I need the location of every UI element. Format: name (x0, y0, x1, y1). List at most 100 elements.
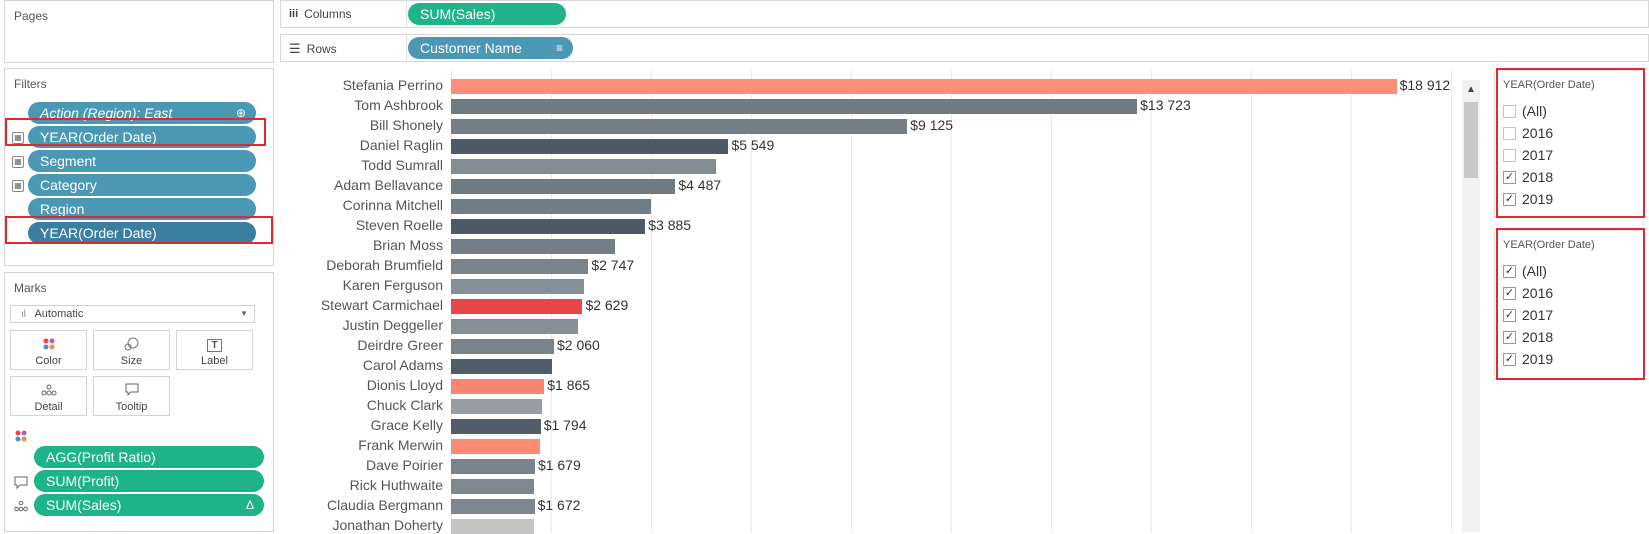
filter-pill-category[interactable]: Category (28, 174, 256, 196)
quick-filter-item[interactable]: ✓ (All) (1503, 263, 1547, 279)
quick-filter-item[interactable]: ✓ 2018 (1503, 329, 1553, 345)
bar[interactable] (451, 139, 729, 154)
bar[interactable] (451, 459, 535, 474)
marks-field-sum-sales[interactable]: SUM(Sales) Δ (34, 494, 264, 516)
customer-name-label[interactable]: Stewart Carmichael (320, 297, 443, 313)
mark-type-dropdown[interactable]: ıl Automatic ▼ (10, 305, 255, 323)
rows-shelf[interactable]: ☰ Rows Customer Name ≡ (280, 34, 1649, 62)
customer-name-label[interactable]: Justin Deggeller (342, 317, 443, 333)
customer-name-label[interactable]: Corinna Mitchell (342, 197, 443, 213)
marks-size-label: Size (120, 355, 143, 367)
quick-filter-item[interactable]: ✓ 2017 (1503, 307, 1553, 323)
quick-filter-card-2[interactable]: YEAR(Order Date) ✓ (All) ✓ 2016 ✓ 2017 ✓ 2018 ✓ 2… (1494, 230, 1644, 380)
customer-name-label[interactable]: Deborah Brumfield (326, 257, 443, 273)
checkbox-unchecked-icon[interactable] (1503, 126, 1516, 140)
customer-name-label[interactable]: Bill Shonely (369, 117, 443, 133)
bar[interactable] (451, 319, 578, 334)
scroll-up-arrow-icon[interactable]: ▲ (1466, 84, 1476, 95)
bar[interactable] (451, 199, 651, 214)
checkbox-checked-icon[interactable]: ✓ (1503, 264, 1516, 278)
customer-name-label[interactable]: Deirdre Greer (357, 337, 443, 353)
marks-tooltip-button[interactable]: Tooltip (93, 376, 170, 416)
quick-filter-item[interactable]: ✓ 2018 (1503, 169, 1553, 185)
quick-filter-item[interactable]: 2016 (1503, 125, 1553, 141)
bar[interactable] (451, 219, 646, 234)
quick-filter-card-1[interactable]: YEAR(Order Date) (All) 2016 2017 ✓ 2018 ✓ 2019 (1494, 70, 1644, 218)
bar[interactable] (451, 339, 554, 354)
bar[interactable] (451, 99, 1138, 114)
bar[interactable] (451, 259, 589, 274)
checkbox-checked-icon[interactable]: ✓ (1503, 352, 1516, 366)
customer-name-label[interactable]: Todd Sumrall (361, 157, 443, 173)
marks-field-profit-ratio[interactable]: AGG(Profit Ratio) (34, 446, 264, 468)
quick-filter-item[interactable]: (All) (1503, 103, 1547, 119)
vertical-scrollbar[interactable]: ▲ (1462, 80, 1480, 532)
marks-label-button[interactable]: T Label (176, 330, 253, 370)
customer-name-label[interactable]: Grace Kelly (370, 417, 443, 433)
columns-shelf[interactable]: iii Columns SUM(Sales) (280, 0, 1649, 28)
customer-name-label[interactable]: Tom Ashbrook (354, 97, 443, 113)
checkbox-checked-icon[interactable]: ✓ (1503, 170, 1516, 184)
bar[interactable] (451, 119, 908, 134)
customer-name-label[interactable]: Daniel Raglin (359, 137, 443, 153)
bar[interactable] (451, 519, 534, 534)
customer-name-label[interactable]: Dave Poirier (365, 457, 443, 473)
bar[interactable] (451, 379, 545, 394)
rows-label: Rows (306, 42, 337, 56)
filter-pill-region[interactable]: Region (28, 198, 256, 220)
marks-detail-button[interactable]: Detail (10, 376, 87, 416)
checkbox-checked-icon[interactable]: ✓ (1503, 286, 1516, 300)
customer-name-label[interactable]: Steven Roelle (355, 217, 443, 233)
customer-name-label[interactable]: Claudia Bergmann (327, 497, 443, 513)
bar[interactable] (451, 439, 540, 454)
customer-name-label[interactable]: Dionis Lloyd (366, 377, 443, 393)
customer-name-label[interactable]: Rick Huthwaite (349, 477, 443, 493)
filter-pill-segment[interactable]: Segment (28, 150, 256, 172)
bar[interactable] (451, 179, 676, 194)
bar-value-label: $18 912 (1399, 77, 1451, 93)
text-label-icon: T (177, 337, 252, 353)
checkbox-unchecked-icon[interactable] (1503, 148, 1516, 162)
checkbox-unchecked-icon[interactable] (1503, 104, 1516, 118)
customer-name-label[interactable]: Karen Ferguson (342, 277, 443, 293)
customer-name-label[interactable]: Carol Adams (362, 357, 443, 373)
customer-name-label[interactable]: Adam Bellavance (334, 177, 443, 193)
sort-descending-icon[interactable]: ≡ (555, 41, 563, 55)
quick-filter-item[interactable]: ✓ 2019 (1503, 191, 1553, 207)
quick-filter-item[interactable]: 2017 (1503, 147, 1553, 163)
gridline (751, 69, 752, 532)
bar[interactable] (451, 79, 1397, 94)
rows-pill-label: Customer Name (420, 40, 522, 56)
customer-name-label[interactable]: Chuck Clark (366, 397, 443, 413)
bar-value-label: $4 487 (678, 177, 722, 193)
customer-name-label[interactable]: Brian Moss (372, 237, 443, 253)
chart-area[interactable]: Stefania Perrino $18 912 Tom Ashbrook $13 7… (281, 69, 1463, 534)
bar[interactable] (451, 399, 542, 414)
checkbox-checked-icon[interactable]: ✓ (1503, 330, 1516, 344)
filter-pill-year-order-date[interactable]: YEAR(Order Date) (28, 126, 256, 148)
columns-pill-sum-sales[interactable]: SUM(Sales) (408, 3, 566, 25)
marks-field-sum-profit[interactable]: SUM(Profit) (34, 470, 264, 492)
customer-name-label[interactable]: Stefania Perrino (342, 77, 443, 93)
quick-filter-item[interactable]: ✓ 2016 (1503, 285, 1553, 301)
customer-name-label[interactable]: Frank Merwin (358, 437, 443, 453)
customer-name-label[interactable]: Jonathan Doherty (332, 517, 443, 533)
bar[interactable] (451, 239, 615, 254)
bar[interactable] (451, 159, 716, 174)
bar[interactable] (451, 499, 535, 514)
quick-filter-item-label: 2016 (1522, 285, 1554, 301)
scrollbar-thumb[interactable] (1464, 102, 1478, 178)
bar[interactable] (451, 419, 541, 434)
checkbox-checked-icon[interactable]: ✓ (1503, 308, 1516, 322)
marks-size-button[interactable]: Size (93, 330, 170, 370)
rows-pill-customer-name[interactable]: Customer Name ≡ (408, 37, 573, 59)
filter-pill-year-order-date-selected[interactable]: YEAR(Order Date) (28, 222, 256, 244)
bar[interactable] (451, 299, 583, 314)
pages-panel[interactable]: Pages (4, 0, 274, 63)
marks-color-button[interactable]: Color (10, 330, 87, 370)
quick-filter-item[interactable]: ✓ 2019 (1503, 351, 1553, 367)
bar[interactable] (451, 359, 552, 374)
bar[interactable] (451, 279, 584, 294)
bar[interactable] (451, 479, 534, 494)
checkbox-checked-icon[interactable]: ✓ (1503, 192, 1516, 206)
